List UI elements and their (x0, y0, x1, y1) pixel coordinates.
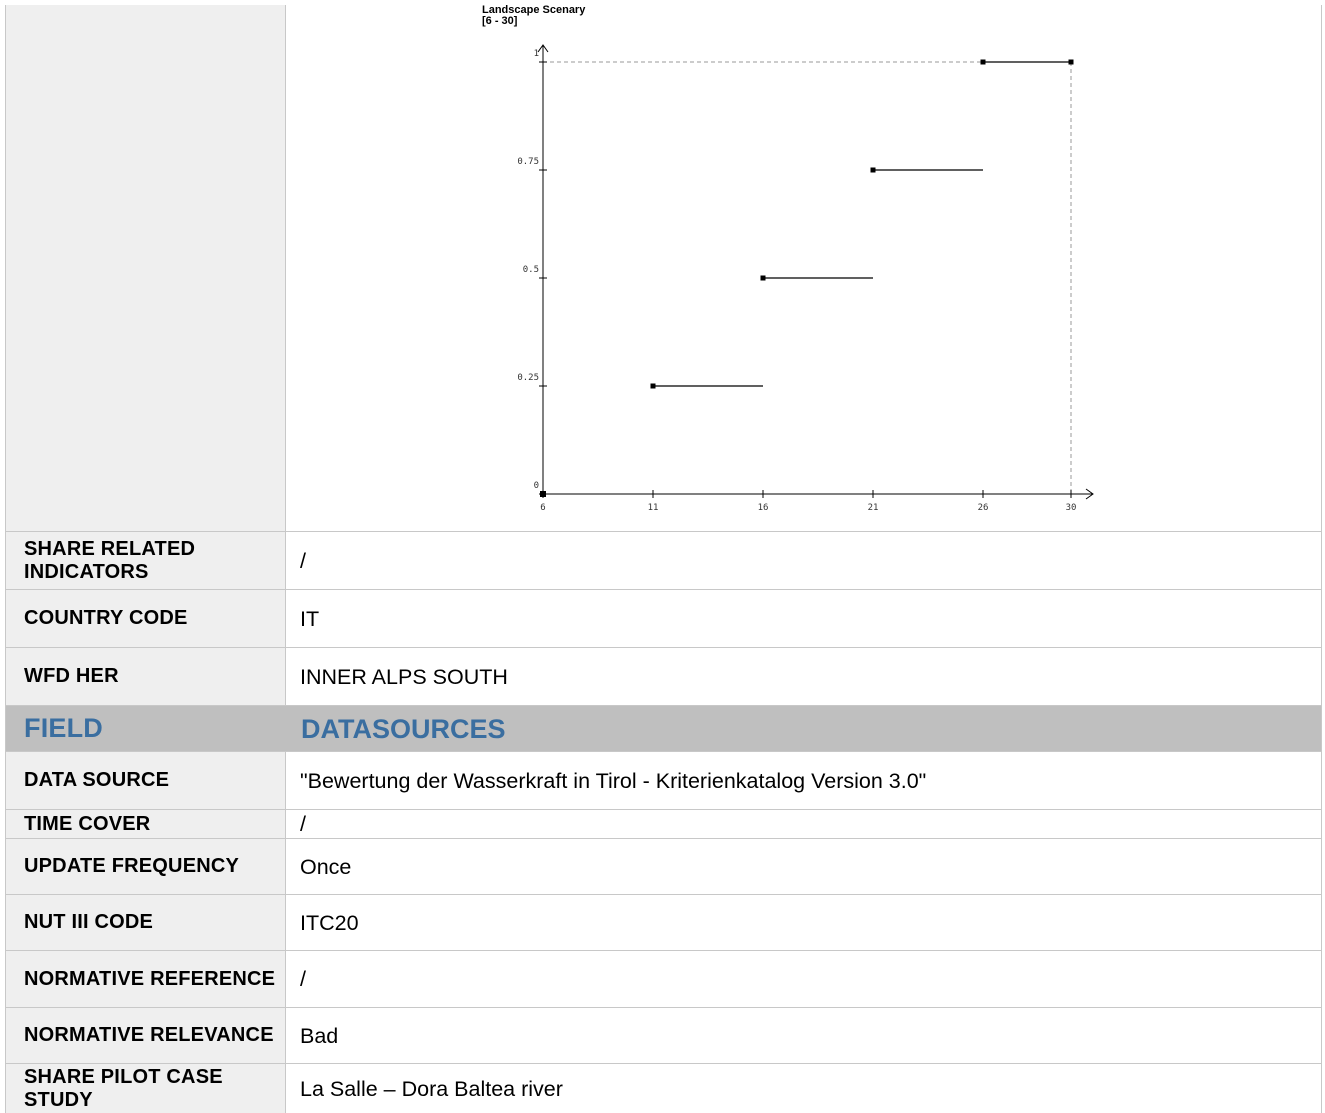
row-label: SHARE RELATED INDICATORS (6, 532, 286, 589)
row-value: / (300, 967, 306, 991)
row-share-pilot-case-study: SHARE PILOT CASE STUDY La Salle – Dora B… (6, 1064, 1321, 1113)
row-value: Bad (300, 1023, 339, 1048)
chart-title: Landscape Scenary [6 - 30] (482, 5, 585, 27)
segment-end-point (1068, 59, 1074, 65)
row-data-source: DATA SOURCE "Bewertung der Wasserkraft i… (6, 752, 1321, 810)
row-value: / (300, 812, 306, 836)
row-label: DATA SOURCE (6, 752, 286, 809)
section-header-field: FIELD (6, 706, 286, 751)
x-tick-label: 11 (648, 503, 659, 513)
y-axis-arrow (537, 44, 549, 53)
origin-point (540, 491, 546, 497)
row-label: COUNTRY CODE (6, 590, 286, 647)
chart-title-line1: Landscape Scenary (482, 4, 586, 16)
row-label: TIME COVER (6, 810, 286, 838)
row-share-related-indicators: SHARE RELATED INDICATORS / (6, 532, 1321, 590)
indicator-table: Landscape Scenary [6 - 30] 6 11 16 21 26 30 0 0… (5, 5, 1322, 1113)
x-tick-label: 26 (978, 503, 989, 513)
x-axis-arrow (1085, 488, 1094, 500)
chart-row-label-cell (6, 5, 286, 531)
y-tick-label: 0.25 (517, 373, 539, 383)
section-header-datasources: DATASOURCES (286, 706, 1321, 751)
row-value: ITC20 (300, 910, 359, 935)
y-tick-label: 0.75 (517, 157, 539, 167)
row-value: IT (300, 606, 320, 631)
segment-start-point (760, 275, 766, 281)
row-value: La Salle – Dora Baltea river (300, 1076, 563, 1101)
section-header-row: FIELD DATASOURCES (6, 706, 1321, 752)
row-label: NUT III CODE (6, 895, 286, 950)
x-tick-label: 16 (758, 503, 769, 513)
row-update-frequency: UPDATE FREQUENCY Once (6, 839, 1321, 895)
row-time-cover: TIME COVER / (6, 810, 1321, 839)
y-tick-label: 0 (534, 481, 539, 491)
row-label: NORMATIVE RELEVANCE (6, 1008, 286, 1063)
x-tick-label: 21 (868, 503, 879, 513)
row-normative-relevance: NORMATIVE RELEVANCE Bad (6, 1008, 1321, 1064)
chart-title-line2: [6 - 30] (482, 15, 518, 27)
row-nut-iii-code: NUT III CODE ITC20 (6, 895, 1321, 951)
row-label: WFD HER (6, 648, 286, 705)
row-value: "Bewertung der Wasserkraft in Tirol - Kr… (300, 768, 927, 793)
y-tick-label: 1 (534, 49, 539, 59)
row-normative-reference: NORMATIVE REFERENCE / (6, 951, 1321, 1008)
row-label: SHARE PILOT CASE STUDY (6, 1064, 286, 1113)
segment-start-point (650, 383, 656, 389)
chart-row-value-cell: Landscape Scenary [6 - 30] 6 11 16 21 26 30 0 0… (286, 5, 1321, 531)
row-value: Once (300, 854, 352, 879)
x-tick-label: 6 (540, 503, 545, 513)
row-wfd-her: WFD HER INNER ALPS SOUTH (6, 648, 1321, 706)
row-label: UPDATE FREQUENCY (6, 839, 286, 894)
segment-start-point (980, 59, 986, 65)
row-country-code: COUNTRY CODE IT (6, 590, 1321, 648)
row-label: NORMATIVE REFERENCE (6, 951, 286, 1007)
row-value: / (300, 548, 306, 573)
x-tick-label: 30 (1066, 503, 1077, 513)
step-chart: 6 11 16 21 26 30 0 0.25 0.5 0.75 1 (517, 44, 1094, 513)
segment-start-point (870, 167, 876, 173)
y-tick-label: 0.5 (523, 265, 539, 275)
row-value: INNER ALPS SOUTH (300, 664, 508, 689)
chart-row: Landscape Scenary [6 - 30] 6 11 16 21 26 30 0 0… (6, 5, 1321, 532)
